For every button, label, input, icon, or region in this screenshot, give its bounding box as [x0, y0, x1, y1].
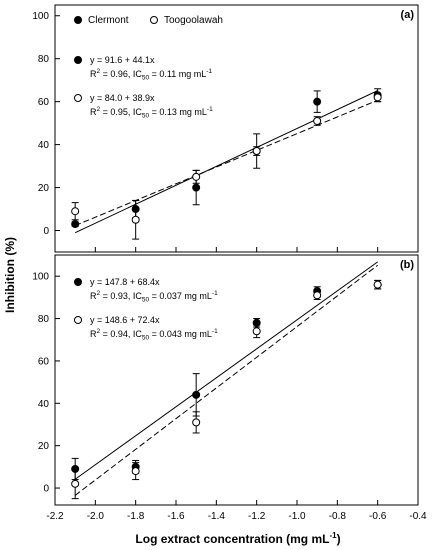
- y-tick-label: 0: [43, 484, 49, 495]
- ic-value: = 0.13 mg mL: [149, 107, 207, 117]
- r2-value: = 0.96, IC: [100, 69, 142, 79]
- r2-prefix: R: [90, 329, 97, 339]
- y-tick-label: 0: [43, 226, 49, 237]
- data-point-filled: [192, 390, 201, 399]
- r2-superscript: 2: [97, 290, 101, 297]
- y-tick-label: 20: [38, 441, 50, 452]
- data-point-open: [373, 280, 382, 289]
- data-point-open: [313, 291, 322, 300]
- y-tick-label: 60: [38, 97, 50, 108]
- x-tick-label: -2.0: [87, 511, 105, 522]
- equation-marker-open: [74, 94, 82, 102]
- x-tick-label: -1.8: [127, 511, 145, 522]
- x-tick-label: -1.0: [288, 511, 306, 522]
- panel-b: 0 20 40 60 80 100 -2.2 -2.0 -1.8 -1.6 -1.4 -1.2 -1.0…: [32, 254, 427, 522]
- fit-line-filled: [74, 261, 378, 480]
- data-point-filled: [71, 220, 80, 229]
- equation-marker-filled: [74, 278, 82, 286]
- equation-marker-open: [74, 316, 82, 324]
- data-point-filled: [313, 97, 322, 106]
- y-tick-label: 100: [32, 272, 49, 283]
- data-point-open: [131, 215, 140, 224]
- ic-value: = 0.11 mg mL: [149, 69, 206, 79]
- unit-superscript: -1: [206, 68, 212, 75]
- r2-prefix: R: [90, 69, 97, 79]
- plot-frame: [54, 254, 419, 506]
- data-point-open: [131, 467, 140, 476]
- unit-superscript: -1: [207, 106, 213, 113]
- unit-superscript: -1: [212, 328, 218, 335]
- equation-line: y = 91.6 + 44.1x: [90, 55, 155, 65]
- data-point-open: [192, 418, 201, 427]
- legend-marker-open: [150, 16, 158, 24]
- equation-line: y = 147.8 + 68.4x: [90, 277, 160, 287]
- y-tick-label: 80: [38, 314, 50, 325]
- x-axis-title: Log extract concentration (mg mL-1): [135, 531, 340, 546]
- panel-label: (b): [400, 259, 414, 271]
- x-tick-label: -0.6: [369, 511, 387, 522]
- fit-line-open: [74, 264, 378, 496]
- x-axis-title-sup: -1: [329, 531, 337, 540]
- data-point-open: [71, 479, 80, 488]
- x-axis-title-close: ): [337, 532, 341, 546]
- equation-line: y = 148.6 + 72.4x: [90, 315, 160, 325]
- y-axis-title: Inhibition (%): [3, 237, 17, 313]
- r2-value: = 0.93, IC: [100, 291, 142, 301]
- equation-line: y = 84.0 + 38.9x: [90, 93, 155, 103]
- panel-label: (a): [401, 9, 415, 21]
- legend-label: Toogoolawah: [164, 15, 223, 26]
- x-tick-label: -1.4: [208, 511, 226, 522]
- ic-subscript: 50: [142, 335, 150, 342]
- ic-subscript: 50: [142, 113, 150, 120]
- data-point-filled: [192, 183, 201, 192]
- equation-stats: R2 = 0.96, IC50 = 0.11 mg mL-1: [90, 68, 212, 82]
- data-point-open: [252, 327, 261, 336]
- equation-stats: R2 = 0.93, IC50 = 0.037 mg mL-1: [90, 290, 218, 304]
- equation-marker-filled: [74, 56, 82, 64]
- y-tick-label: 60: [38, 356, 50, 367]
- r2-superscript: 2: [97, 106, 101, 113]
- x-tick-label: -1.2: [248, 511, 266, 522]
- fit-line-filled: [74, 90, 378, 234]
- equation-stats: R2 = 0.95, IC50 = 0.13 mg mL-1: [90, 106, 213, 120]
- y-tick-label: 80: [38, 54, 50, 65]
- r2-prefix: R: [90, 107, 97, 117]
- y-tick-label: 40: [38, 399, 50, 410]
- ic-subscript: 50: [142, 75, 150, 82]
- data-point-filled: [71, 464, 80, 473]
- r2-value: = 0.95, IC: [100, 107, 142, 117]
- legend-label: Clermont: [88, 15, 129, 26]
- x-tick-label: -0.8: [329, 511, 347, 522]
- unit-superscript: -1: [212, 290, 218, 297]
- x-tick-label: -0.4: [409, 511, 427, 522]
- data-point-open: [192, 172, 201, 181]
- data-point-filled: [252, 318, 261, 327]
- data-point-open: [252, 147, 261, 156]
- plot-frame: [54, 4, 419, 253]
- data-point-open: [313, 116, 322, 125]
- fit-line-open: [74, 99, 378, 227]
- x-tick-label: -1.6: [167, 511, 185, 522]
- ic-subscript: 50: [142, 297, 150, 304]
- r2-superscript: 2: [97, 68, 101, 75]
- equation-stats: R2 = 0.94, IC50 = 0.043 mg mL-1: [90, 328, 218, 342]
- legend-marker-filled: [74, 16, 82, 24]
- r2-prefix: R: [90, 291, 97, 301]
- ic-value: = 0.043 mg mL: [149, 329, 212, 339]
- y-tick-label: 100: [32, 11, 49, 22]
- y-tick-label: 40: [38, 140, 50, 151]
- x-tick-label: -2.2: [46, 511, 64, 522]
- data-point-open: [71, 207, 80, 216]
- ic-value: = 0.037 mg mL: [149, 291, 212, 301]
- y-tick-label: 20: [38, 183, 50, 194]
- r2-superscript: 2: [97, 328, 101, 335]
- data-point-open: [373, 93, 382, 102]
- data-point-filled: [131, 205, 140, 214]
- r2-value: = 0.94, IC: [100, 329, 142, 339]
- panel-a: 0 20 40 60 80 100 (a) Clermont Toogoolawah y = 91…: [32, 4, 419, 253]
- x-axis-title-main: Log extract concentration (mg mL: [135, 532, 329, 546]
